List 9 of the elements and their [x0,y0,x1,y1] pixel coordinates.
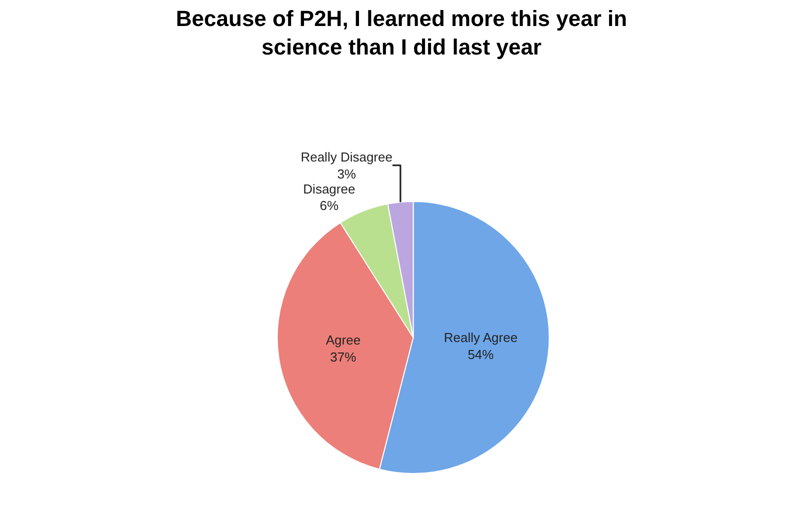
data-label: 3% [337,166,356,182]
data-label: 54% [468,346,494,362]
slice-label: Really Agree [444,330,518,346]
slice-label: Really Disagree [300,149,392,164]
data-label: 6% [320,198,340,214]
slice-label: Agree [326,332,361,348]
chart-title: Because of P2H, I learned more this year in science than I did last year [176,6,628,60]
data-label: 37% [330,350,357,365]
slice-label: Disagree [303,181,356,196]
